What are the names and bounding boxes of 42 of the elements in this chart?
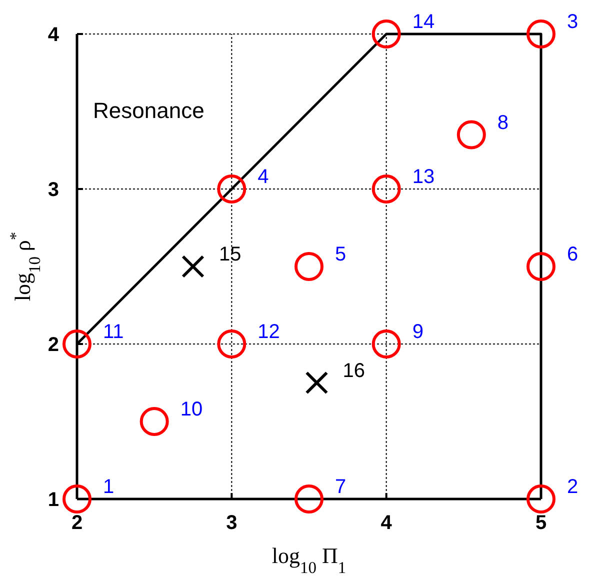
point	[372, 20, 401, 48]
x-tick-label: 2	[71, 512, 83, 534]
annotation: 11	[103, 321, 124, 343]
annotation: 13	[412, 166, 435, 188]
point	[372, 330, 401, 358]
point	[372, 174, 401, 204]
y-tick-label: 4	[48, 24, 60, 46]
point	[526, 484, 556, 514]
annotation: 1	[103, 476, 114, 498]
annotation: 5	[335, 244, 346, 266]
x-tick-label: 4	[380, 512, 393, 534]
annotation: 12	[258, 321, 280, 343]
y-tick-label: 1	[48, 489, 59, 511]
point	[182, 255, 204, 278]
point	[294, 484, 324, 514]
annotation: 14	[412, 11, 435, 33]
point	[526, 20, 556, 48]
point	[140, 407, 169, 436]
annotation: Resonance	[93, 98, 204, 123]
point	[217, 174, 246, 204]
point	[294, 252, 324, 281]
point	[62, 330, 92, 358]
y-tick-label: 2	[48, 334, 59, 356]
x-tick-label: 5	[535, 512, 547, 534]
annotation: 6	[567, 244, 578, 266]
annotation: 10	[180, 398, 203, 420]
annotation: 9	[412, 321, 424, 343]
point	[526, 252, 556, 281]
x-tick-label: 3	[226, 512, 238, 534]
annotation: 16	[342, 360, 365, 382]
annotation: 4	[258, 166, 269, 188]
point	[217, 330, 246, 358]
annotation: 8	[497, 112, 509, 134]
point	[62, 484, 92, 514]
annotation: 3	[567, 11, 578, 33]
point	[456, 120, 486, 150]
annotation: 2	[567, 476, 578, 498]
x-axis-title: log$_{10}$ Π$_{1}$	[272, 543, 346, 576]
annotation: 15	[219, 244, 242, 266]
annotation: 7	[335, 476, 346, 498]
point	[305, 371, 328, 394]
y-tick-label: 3	[48, 179, 59, 201]
